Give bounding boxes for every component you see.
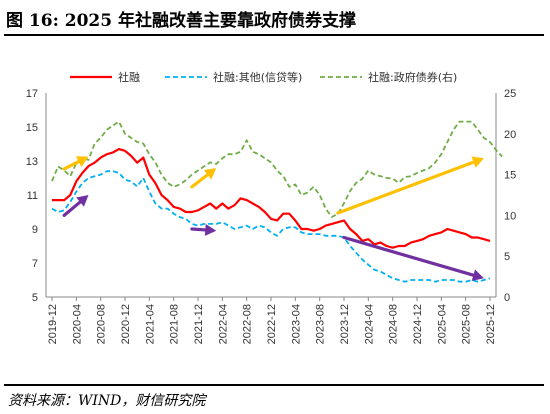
title-rule: [4, 34, 544, 36]
trend-arrow-shaft: [62, 200, 82, 217]
x-tick-label: 2024-12: [412, 304, 424, 344]
x-tick-label: 2022-08: [242, 304, 254, 344]
trend-arrows: [62, 156, 484, 281]
y-left-tick-label: 9: [32, 224, 38, 236]
y-right-tick-label: 10: [504, 210, 516, 222]
x-tick-label: 2020-08: [96, 304, 108, 344]
x-tick-label: 2025-08: [461, 304, 473, 344]
y-right-tick-label: 25: [504, 88, 516, 100]
y-left-tick-label: 5: [32, 292, 38, 304]
source-rule: [4, 384, 544, 386]
series-lines: [51, 120, 503, 283]
x-tick-label: 2025-04: [436, 304, 448, 344]
trend-arrow-head: [76, 195, 89, 207]
x-tick-label: 2023-12: [339, 304, 351, 344]
x-tick-label: 2022-12: [266, 304, 278, 344]
x-tick-label: 2019-12: [47, 304, 59, 344]
legend: 社融 社融:其他(信贷等) 社融:政府债券(右): [70, 70, 457, 84]
y-left-tick-label: 7: [32, 258, 38, 270]
trend-arrow-head: [471, 269, 484, 281]
trend-arrow-head: [75, 156, 89, 167]
series-line: [52, 148, 491, 249]
y-right-tick-label: 5: [504, 251, 510, 263]
x-tick-label: 2022-04: [217, 304, 229, 344]
trend-arrow-shaft: [190, 173, 210, 189]
x-tick-label: 2021-08: [169, 304, 181, 344]
legend-label: 社融: [118, 70, 140, 84]
x-tick-label: 2020-12: [120, 304, 132, 344]
legend-label: 社融:其他(信贷等): [213, 70, 302, 84]
source-note: 资料来源：WIND，财信研究院: [8, 393, 206, 409]
y-left-tick-label: 15: [26, 122, 38, 134]
y-left-tick-label: 17: [26, 88, 38, 100]
x-tick-label: 2025-12: [485, 304, 497, 344]
x-tick-label: 2023-04: [290, 304, 302, 344]
chart-svg: 5 7 9 11 13 15 17 0 5 10 15 20 25 2019-12 2020-04 2020-…: [26, 70, 517, 344]
trend-arrow-shaft: [342, 235, 475, 277]
x-tick-label: 2024-08: [388, 304, 400, 344]
x-tick-label: 2021-12: [193, 304, 205, 344]
figure-title: 图 16: 2025 年社融改善主要靠政府债券支撑: [6, 11, 357, 31]
y-right-tick-label: 0: [504, 292, 510, 304]
trend-arrow-shaft: [62, 159, 81, 171]
trend-arrow-shaft: [336, 160, 476, 215]
x-tick-label: 2023-08: [315, 304, 327, 344]
x-tick-label: 2024-04: [363, 304, 375, 344]
x-tick-label: 2020-04: [71, 304, 83, 344]
trend-arrow-head: [203, 168, 217, 180]
axes: 5 7 9 11 13 15 17 0 5 10 15 20 25 2019-12 2020-04 2020-…: [26, 88, 517, 344]
y-left-tick-label: 11: [27, 190, 38, 202]
legend-label: 社融:政府债券(右): [368, 70, 457, 84]
series-line: [51, 170, 491, 283]
x-tick-label: 2021-04: [144, 304, 156, 344]
y-left-tick-label: 13: [26, 156, 38, 168]
y-right-tick-label: 20: [504, 129, 516, 141]
trend-arrow-head: [204, 223, 217, 236]
trend-arrow-shaft: [190, 227, 207, 232]
trend-arrow-head: [471, 156, 484, 168]
y-right-tick-label: 15: [504, 170, 516, 182]
series-line: [51, 120, 503, 218]
